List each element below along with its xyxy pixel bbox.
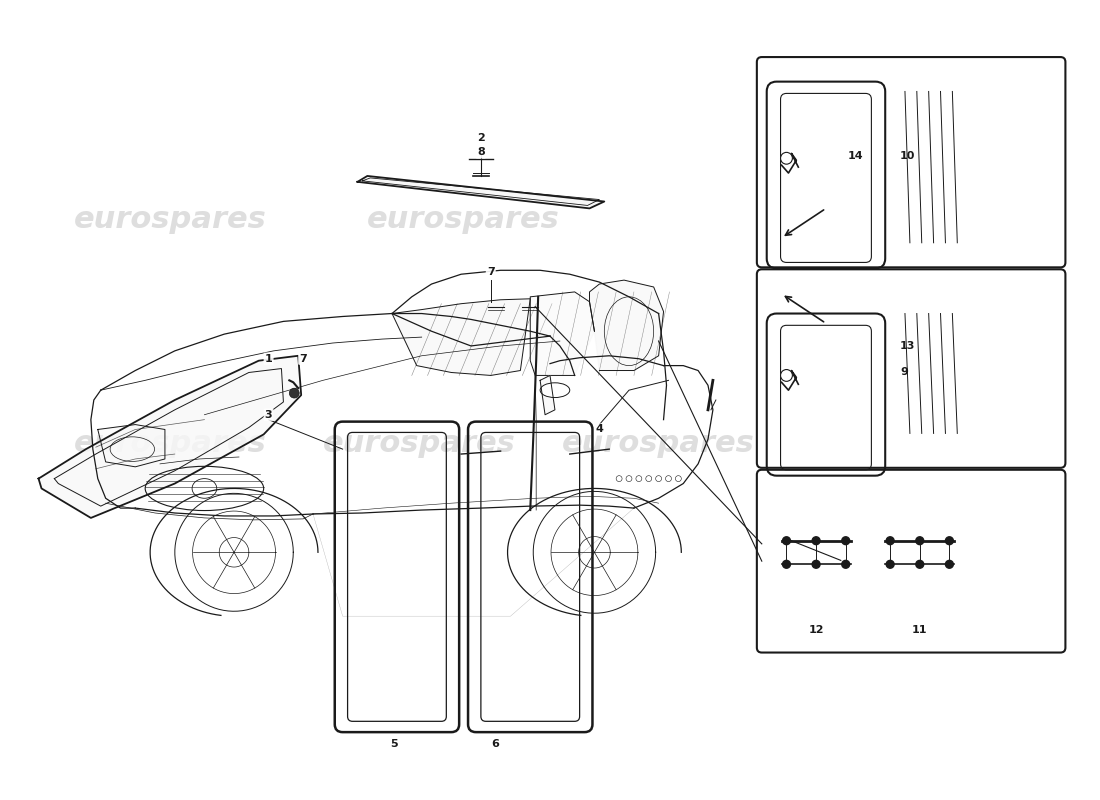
Text: 14: 14	[848, 151, 864, 161]
Polygon shape	[530, 292, 594, 375]
Text: 7: 7	[299, 354, 307, 364]
FancyBboxPatch shape	[757, 270, 1066, 468]
Text: eurospares: eurospares	[74, 429, 266, 458]
Ellipse shape	[540, 383, 570, 398]
Text: 13: 13	[900, 341, 915, 351]
Text: 2: 2	[477, 133, 485, 142]
Text: eurospares: eurospares	[323, 429, 516, 458]
Polygon shape	[392, 298, 530, 375]
Text: 5: 5	[390, 739, 398, 749]
Text: 7: 7	[487, 267, 495, 278]
Circle shape	[289, 388, 299, 398]
FancyBboxPatch shape	[757, 57, 1066, 267]
Polygon shape	[39, 356, 301, 518]
Polygon shape	[540, 375, 554, 414]
Text: 6: 6	[491, 739, 498, 749]
Text: 10: 10	[900, 151, 915, 161]
Polygon shape	[98, 425, 165, 467]
Circle shape	[842, 537, 849, 545]
Circle shape	[887, 560, 894, 568]
Circle shape	[812, 560, 820, 568]
Circle shape	[916, 537, 924, 545]
Text: 4: 4	[595, 425, 603, 434]
Circle shape	[842, 560, 849, 568]
Text: eurospares: eurospares	[562, 429, 755, 458]
FancyBboxPatch shape	[757, 470, 1066, 653]
Circle shape	[782, 537, 791, 545]
Circle shape	[781, 152, 792, 164]
Circle shape	[916, 560, 924, 568]
Text: 3: 3	[265, 410, 273, 420]
Text: 12: 12	[808, 625, 824, 635]
Circle shape	[887, 537, 894, 545]
Text: eurospares: eurospares	[366, 205, 560, 234]
Circle shape	[782, 560, 791, 568]
Text: 1: 1	[265, 354, 273, 364]
Polygon shape	[590, 280, 663, 370]
Text: 9: 9	[900, 367, 908, 378]
Polygon shape	[358, 176, 604, 208]
Text: 8: 8	[477, 147, 485, 158]
Circle shape	[945, 560, 954, 568]
Circle shape	[812, 537, 820, 545]
Text: eurospares: eurospares	[74, 205, 266, 234]
Circle shape	[945, 537, 954, 545]
Circle shape	[781, 370, 792, 382]
Text: 11: 11	[912, 625, 927, 635]
